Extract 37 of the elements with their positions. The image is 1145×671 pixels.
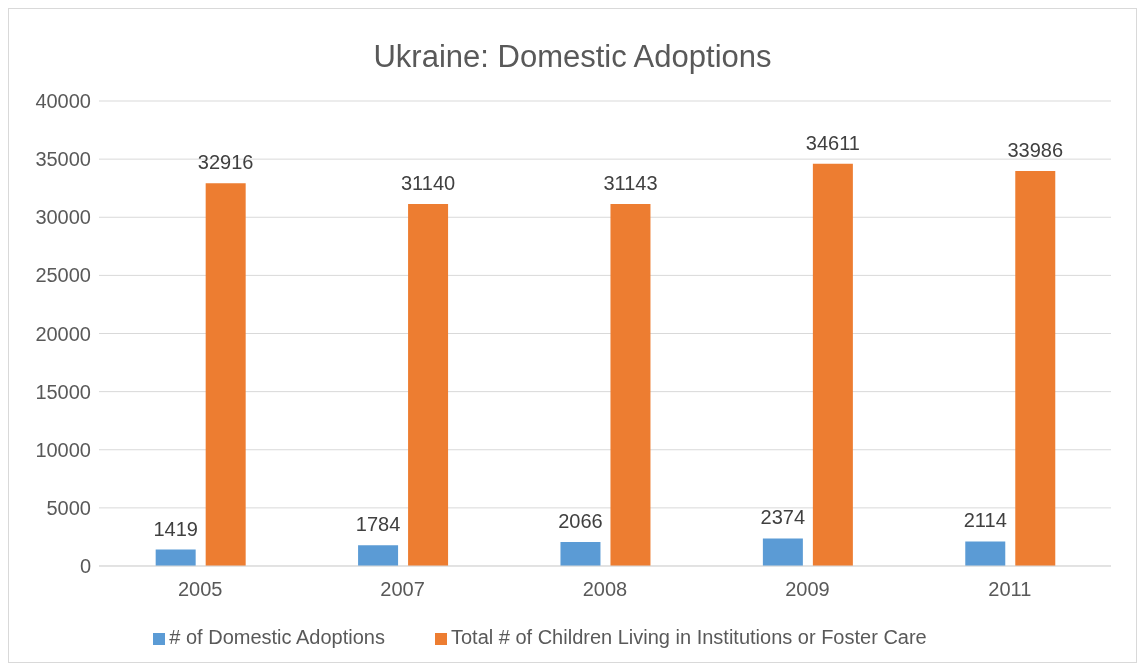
x-tick-label: 2005 — [177, 578, 223, 601]
y-tick-label: 5000 — [46, 496, 91, 519]
x-tick-label: 2009 — [785, 578, 830, 601]
y-tick-label: 15000 — [35, 380, 91, 403]
data-label: 1419 — [153, 517, 198, 540]
data-label: 2374 — [760, 506, 806, 529]
data-label: 34611 — [805, 131, 860, 154]
data-label: 1784 — [355, 513, 401, 536]
bar — [965, 541, 1006, 566]
y-tick-label: 35000 — [35, 148, 91, 171]
data-label: 31140 — [401, 172, 456, 194]
legend-label: # of Domestic Adoptions — [169, 626, 385, 648]
y-tick-label: 0 — [79, 555, 91, 578]
bar — [1015, 170, 1056, 566]
bar — [205, 183, 246, 566]
bar — [560, 541, 601, 566]
data-label: 31143 — [603, 171, 658, 194]
bar — [762, 538, 803, 566]
x-tick-label: 2007 — [380, 578, 425, 601]
data-label: 2066 — [558, 509, 603, 532]
bar — [408, 204, 449, 566]
data-label: 33986 — [1007, 138, 1064, 161]
bar — [358, 545, 399, 566]
y-tick-label: 10000 — [35, 438, 91, 461]
x-tick-label: 2011 — [988, 578, 1032, 601]
data-label: 2114 — [963, 509, 1007, 532]
legend-label: Total # of Children Living in Institutions or Foster Care — [450, 626, 927, 648]
bar — [610, 203, 651, 566]
bar — [155, 549, 196, 566]
y-tick-label: 40000 — [35, 90, 91, 113]
y-tick-label: 30000 — [35, 206, 91, 229]
data-label: 32916 — [197, 151, 254, 174]
chart-title: Ukraine: Domestic Adoptions — [372, 38, 773, 76]
y-tick-label: 20000 — [35, 322, 91, 345]
y-tick-label: 25000 — [35, 264, 91, 287]
x-tick-label: 2008 — [582, 578, 628, 601]
bar — [812, 163, 853, 566]
